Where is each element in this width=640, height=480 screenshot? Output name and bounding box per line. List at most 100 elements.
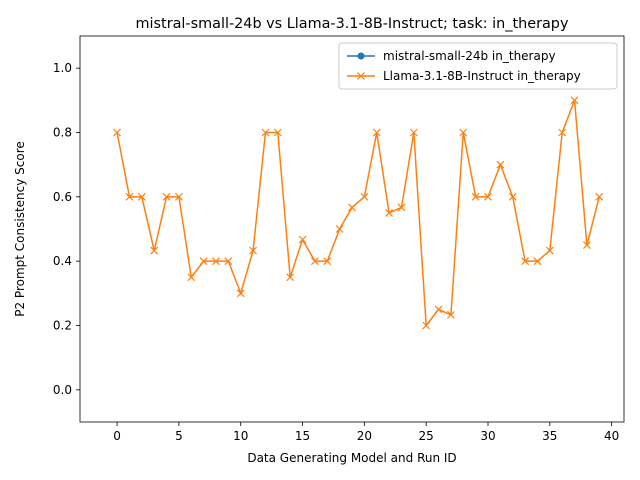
data-point-stroke [113,128,122,137]
data-point [113,128,122,137]
y-tick-label: 0.6 [53,190,72,204]
data-point [150,246,159,255]
data-point [521,257,530,266]
data-point-stroke [582,241,591,250]
data-point [385,208,394,217]
data-point [434,305,443,314]
data-point-stroke [348,203,356,212]
data-point-stroke [533,257,542,266]
data-point-stroke [360,192,369,201]
data-point [199,257,208,266]
data-point-stroke [459,128,468,137]
plot-area: 0 5 10 15 20 25 30 35 40 0.0 0.2 0.4 0.6 0.8 1.0 [53,35,625,443]
x-tick-label: 40 [604,429,619,443]
legend-swatch-marker [357,52,365,60]
data-point-stroke [397,203,406,212]
data-point-stroke [484,192,492,201]
data-point-stroke [261,128,270,137]
data-point-stroke [521,257,530,266]
data-point-stroke [125,192,134,201]
data-point-stroke [162,192,171,201]
data-point [335,225,344,233]
data-point [273,128,282,137]
data-point-stroke [409,128,418,137]
x-tick-label: 20 [357,429,372,443]
data-point [545,246,554,255]
data-point-stroke [471,192,480,201]
data-point-stroke [137,192,146,201]
chart-title: mistral-small-24b vs Llama-3.1-8B-Instru… [136,16,569,32]
legend-box [338,42,618,90]
data-point-stroke [570,96,579,105]
data-point [459,128,468,137]
data-point-stroke [199,257,208,266]
data-point [595,192,604,201]
legend-label: Llama-3.1-8B-Instruct in_therapy [383,69,581,83]
data-point-stroke [558,128,567,137]
data-point-stroke [595,192,604,201]
y-tick-label: 0.2 [53,319,72,333]
data-point [261,128,270,137]
data-point [508,192,517,201]
data-point-stroke [385,208,394,217]
data-point [212,257,220,266]
data-point [162,192,171,201]
data-point-stroke [187,273,196,282]
legend-swatch-marker [357,72,365,80]
x-tick-label: 15 [295,429,310,443]
x-tick-label: 0 [113,429,121,443]
data-point-stroke [174,192,183,201]
data-point-stroke [298,235,307,244]
data-point [570,96,579,105]
data-point [471,192,480,201]
data-point [397,203,406,212]
data-point [348,203,356,212]
data-point-stroke [310,257,319,266]
data-point [422,321,431,330]
data-point-stroke [446,310,455,319]
legend-label: mistral-small-24b in_therapy [383,49,556,63]
y-tick-label: 0.4 [53,254,72,268]
data-point-stroke [335,225,344,233]
data-point [298,235,307,244]
data-point [174,192,183,201]
x-tick-label: 25 [419,429,434,443]
y-tick-label: 0.8 [53,126,72,140]
data-point [125,192,134,201]
x-axis-title: Data Generating Model and Run ID [247,451,456,465]
data-point-stroke [508,192,517,201]
y-tick-label: 0.0 [53,383,72,397]
y-tick-label: 1.0 [53,61,72,75]
data-point [137,192,146,201]
data-point [372,128,381,137]
data-point [236,289,245,298]
data-point-stroke [422,321,431,330]
data-point [323,257,332,266]
data-point-stroke [496,160,505,169]
data-point [360,192,369,201]
legend: mistral-small-24b in_therapy Llama-3.1-8B… [338,42,618,90]
data-point-stroke [224,257,233,266]
data-point-stroke [212,257,220,266]
data-point [484,192,492,201]
x-tick-label: 30 [480,429,495,443]
data-point-stroke [434,305,443,314]
x-tick-label: 10 [233,429,248,443]
data-point-stroke [150,246,159,255]
data-point-stroke [236,289,245,298]
data-point [533,257,542,266]
data-point [496,160,505,169]
data-point [249,246,258,255]
data-point [409,128,418,137]
series-line [116,100,600,328]
data-point-stroke [286,273,295,282]
data-point [187,273,196,282]
data-point [224,257,233,266]
data-point-stroke [273,128,282,137]
data-point-stroke [323,257,332,266]
data-point [446,310,455,319]
y-axis-title: P2 Prompt Consistency Score [13,141,27,317]
data-point-stroke [249,246,258,255]
